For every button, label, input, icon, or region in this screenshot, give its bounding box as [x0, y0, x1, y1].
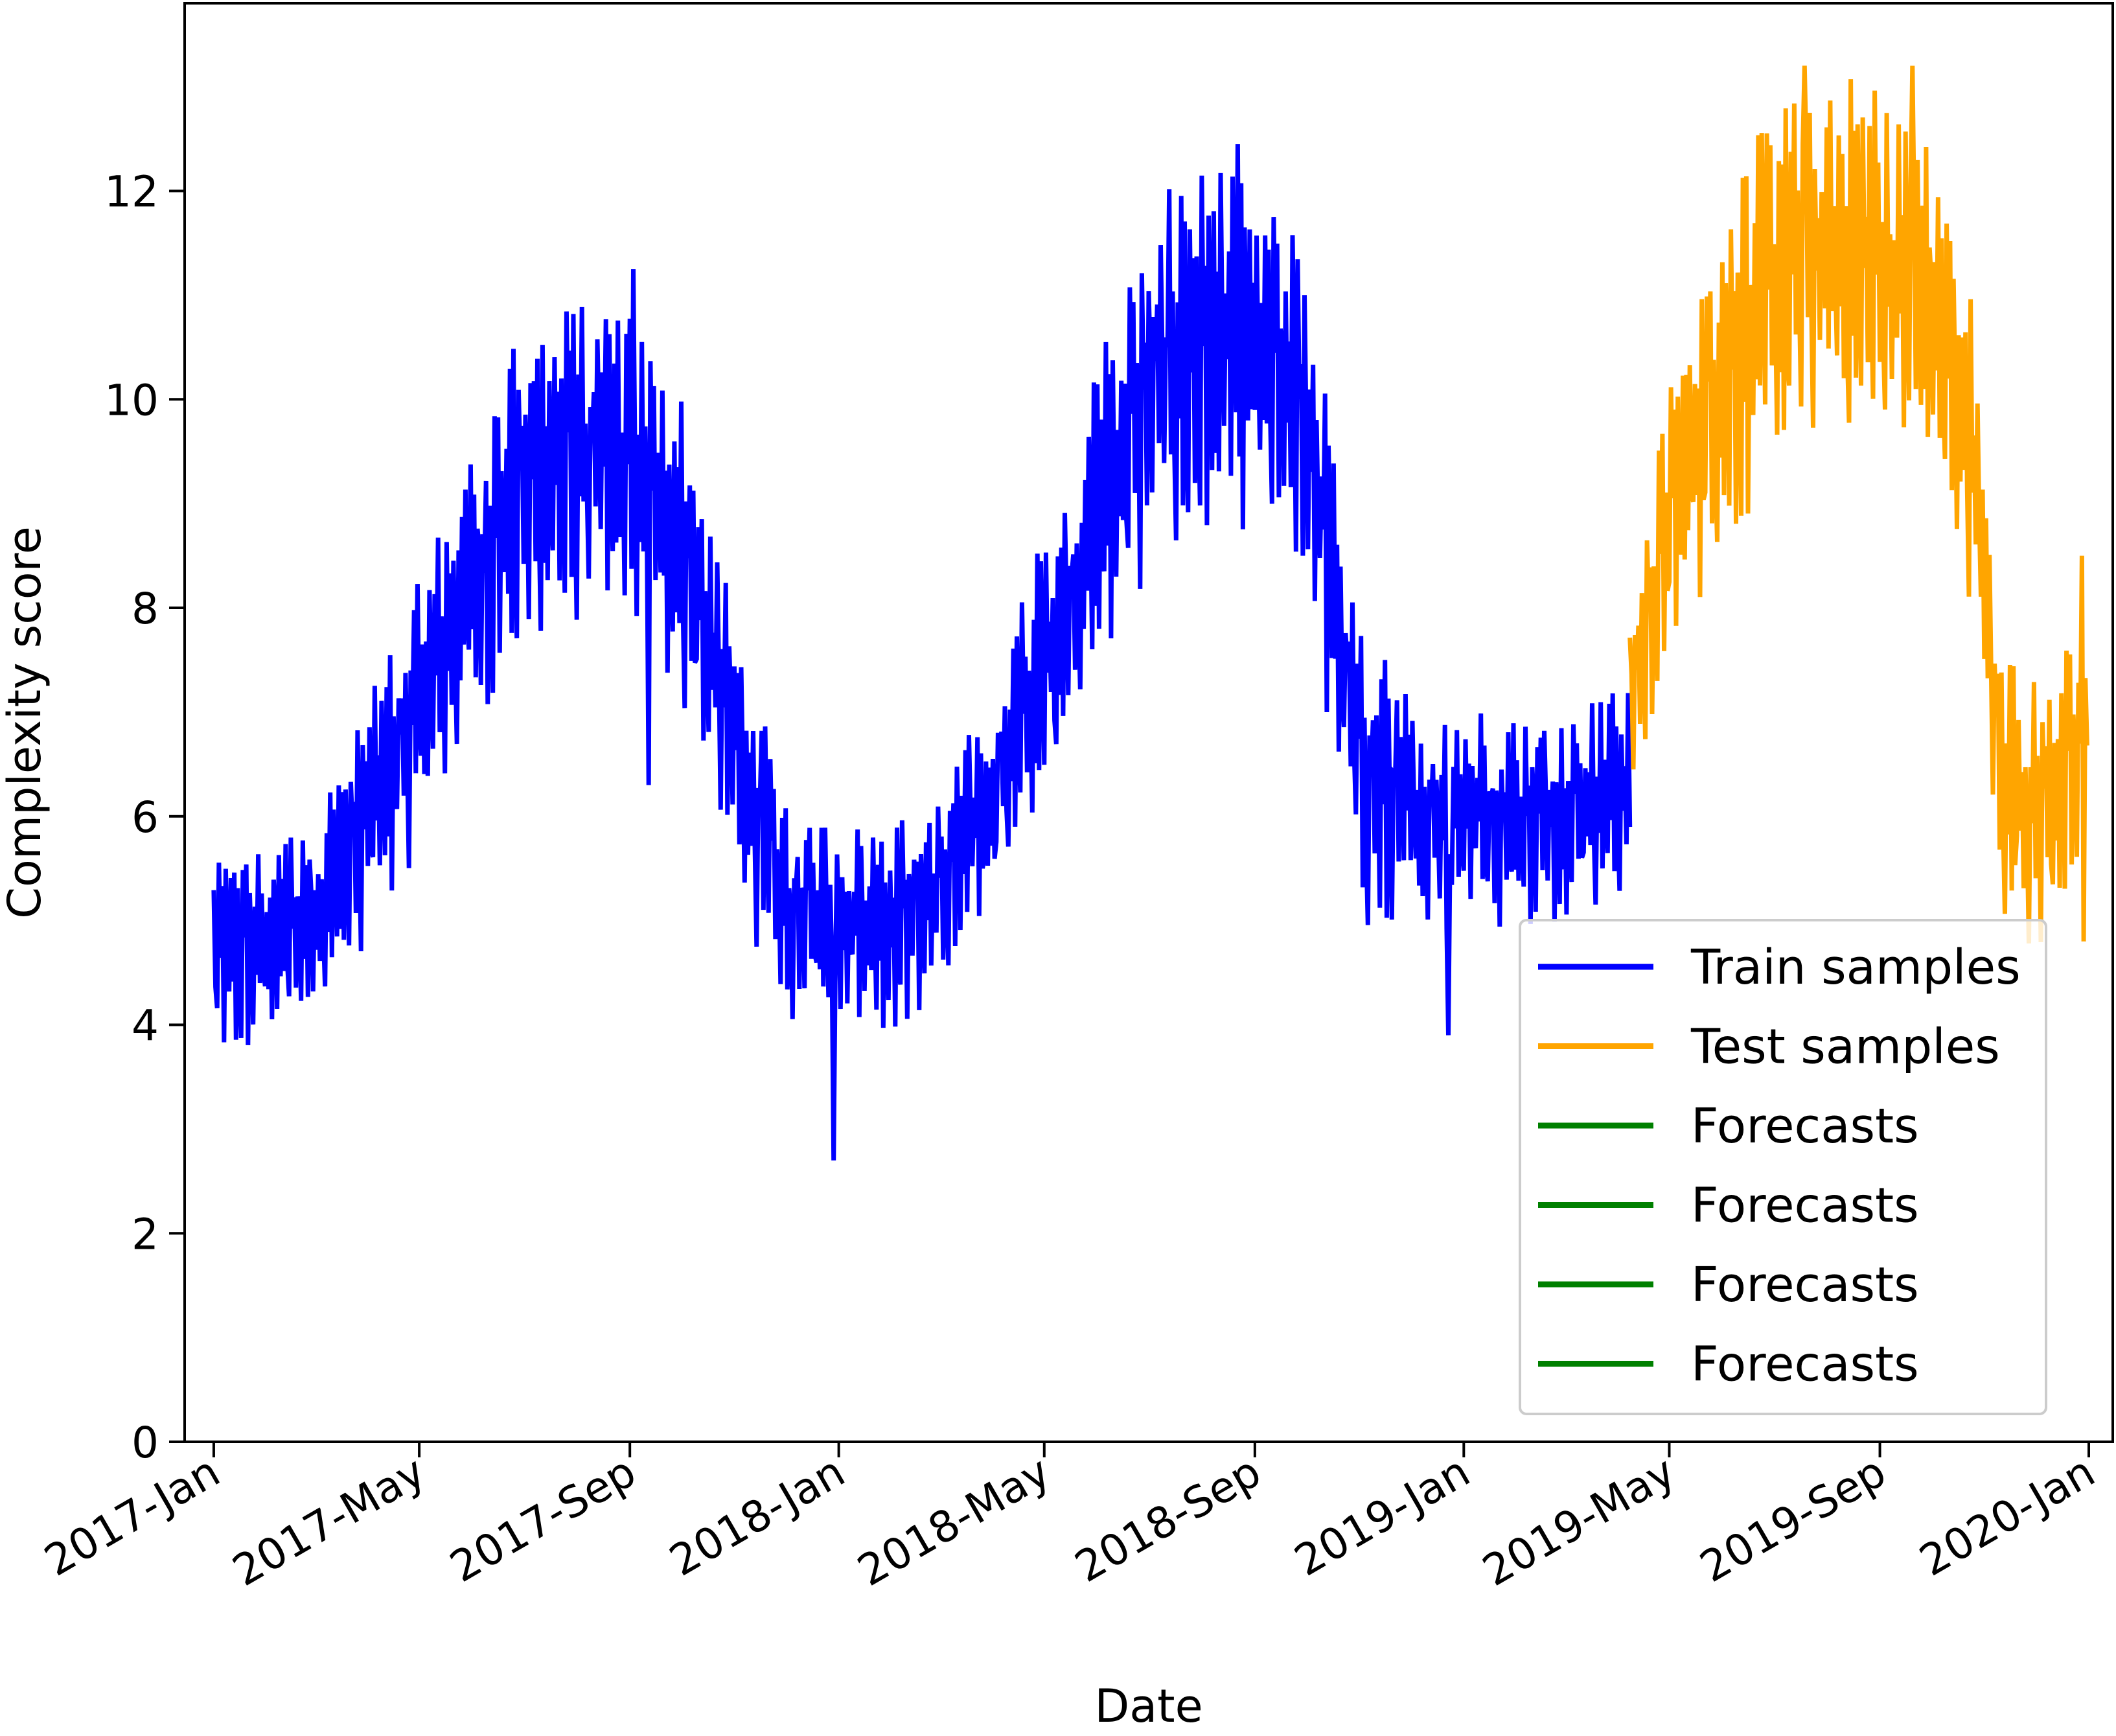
y-tick-label: 0 [132, 1418, 159, 1468]
y-tick-label: 12 [104, 167, 159, 217]
y-tick-label: 4 [132, 1001, 159, 1051]
legend-label: Train samples [1690, 940, 2021, 995]
y-axis-title: Complexity score [0, 526, 51, 919]
legend-label: Forecasts [1691, 1178, 1919, 1234]
x-axis-title: Date [1094, 1680, 1202, 1733]
legend-label: Test samples [1690, 1019, 2000, 1075]
legend-label: Forecasts [1691, 1098, 1919, 1154]
y-tick-label: 2 [132, 1209, 159, 1259]
plot-frame [183, 2, 2114, 1443]
y-tick-label: 10 [104, 375, 159, 425]
legend: Train samples Test samples Forecasts Foreca… [1519, 919, 2047, 1415]
y-tick-label: 8 [132, 584, 159, 634]
series-line-1 [1627, 65, 2089, 943]
legend-label: Forecasts [1691, 1257, 1919, 1313]
legend-label: Forecasts [1691, 1337, 1919, 1393]
y-tick-label: 6 [132, 793, 159, 842]
series-line-0 [211, 144, 1633, 1161]
plot-series-layer [211, 65, 2089, 1161]
y-axis: 0 2 4 6 8 10 12 [104, 167, 185, 1468]
